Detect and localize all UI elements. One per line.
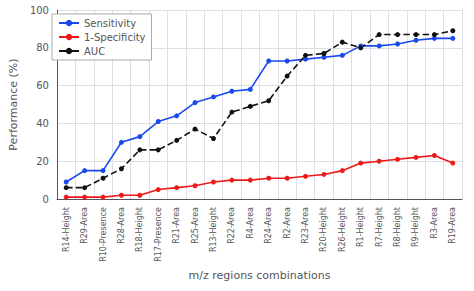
svg-text:R7-Height: R7-Height	[375, 207, 384, 247]
svg-text:100: 100	[30, 5, 49, 16]
svg-text:R2-Area: R2-Area	[283, 207, 292, 239]
svg-text:0: 0	[43, 194, 49, 205]
svg-text:R18-Height: R18-Height	[135, 207, 144, 252]
svg-text:20: 20	[36, 156, 49, 167]
svg-text:1-Specificity: 1-Specificity	[84, 32, 146, 43]
svg-text:R17-Presence: R17-Presence	[154, 207, 163, 262]
svg-text:m/z regions combinations: m/z regions combinations	[189, 269, 331, 282]
svg-text:R22-Area: R22-Area	[227, 207, 236, 244]
svg-text:R26-Height: R26-Height	[338, 207, 347, 252]
svg-text:R14-Height: R14-Height	[62, 207, 71, 252]
svg-text:R29-Area: R29-Area	[80, 207, 89, 244]
svg-text:AUC: AUC	[84, 46, 105, 57]
svg-text:R9-Height: R9-Height	[411, 207, 420, 247]
svg-text:R23-Area: R23-Area	[301, 207, 310, 244]
svg-text:Sensitivity: Sensitivity	[84, 18, 136, 29]
svg-text:R19-Area: R19-Area	[448, 207, 457, 244]
svg-text:R21-Area: R21-Area	[172, 207, 181, 244]
svg-text:60: 60	[36, 80, 49, 91]
svg-text:R1-Height: R1-Height	[356, 207, 365, 247]
svg-text:40: 40	[36, 118, 49, 129]
svg-text:R4-Area: R4-Area	[246, 207, 255, 239]
svg-text:R20-Height: R20-Height	[319, 207, 328, 252]
svg-text:R13-Height: R13-Height	[209, 207, 218, 252]
svg-text:80: 80	[36, 42, 49, 53]
svg-text:R25-Area: R25-Area	[191, 207, 200, 244]
svg-text:R24-Area: R24-Area	[264, 207, 273, 244]
svg-text:R3-Area: R3-Area	[430, 207, 439, 239]
svg-text:Performance (%): Performance (%)	[7, 58, 20, 150]
svg-text:R8-Height: R8-Height	[393, 207, 402, 247]
svg-text:R28-Area: R28-Area	[117, 207, 126, 244]
svg-text:R10-Presence: R10-Presence	[99, 207, 108, 262]
